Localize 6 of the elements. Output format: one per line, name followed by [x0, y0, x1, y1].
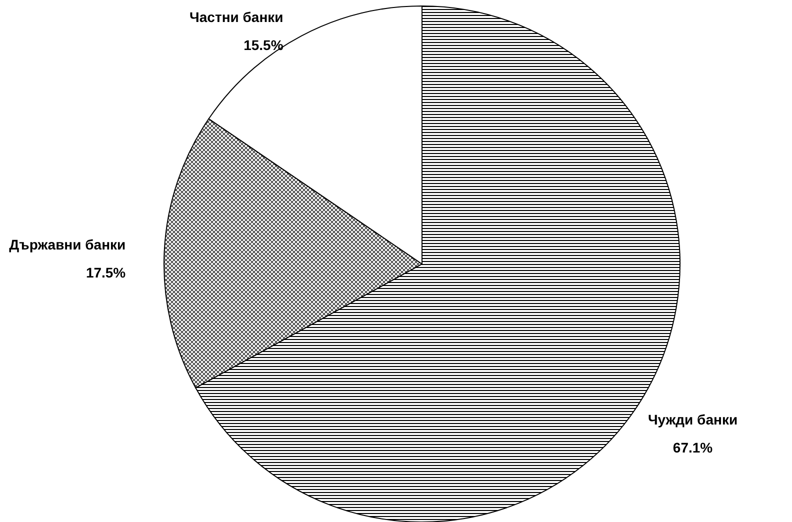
data-label: 15.5% [244, 37, 284, 53]
slice-label: Чужди банки [648, 412, 738, 428]
data-label: 17.5% [86, 264, 126, 281]
data-label: 67.1% [672, 440, 714, 456]
slice-label: Частни банки [190, 9, 284, 25]
slice-label: Държавни банки [9, 236, 126, 253]
